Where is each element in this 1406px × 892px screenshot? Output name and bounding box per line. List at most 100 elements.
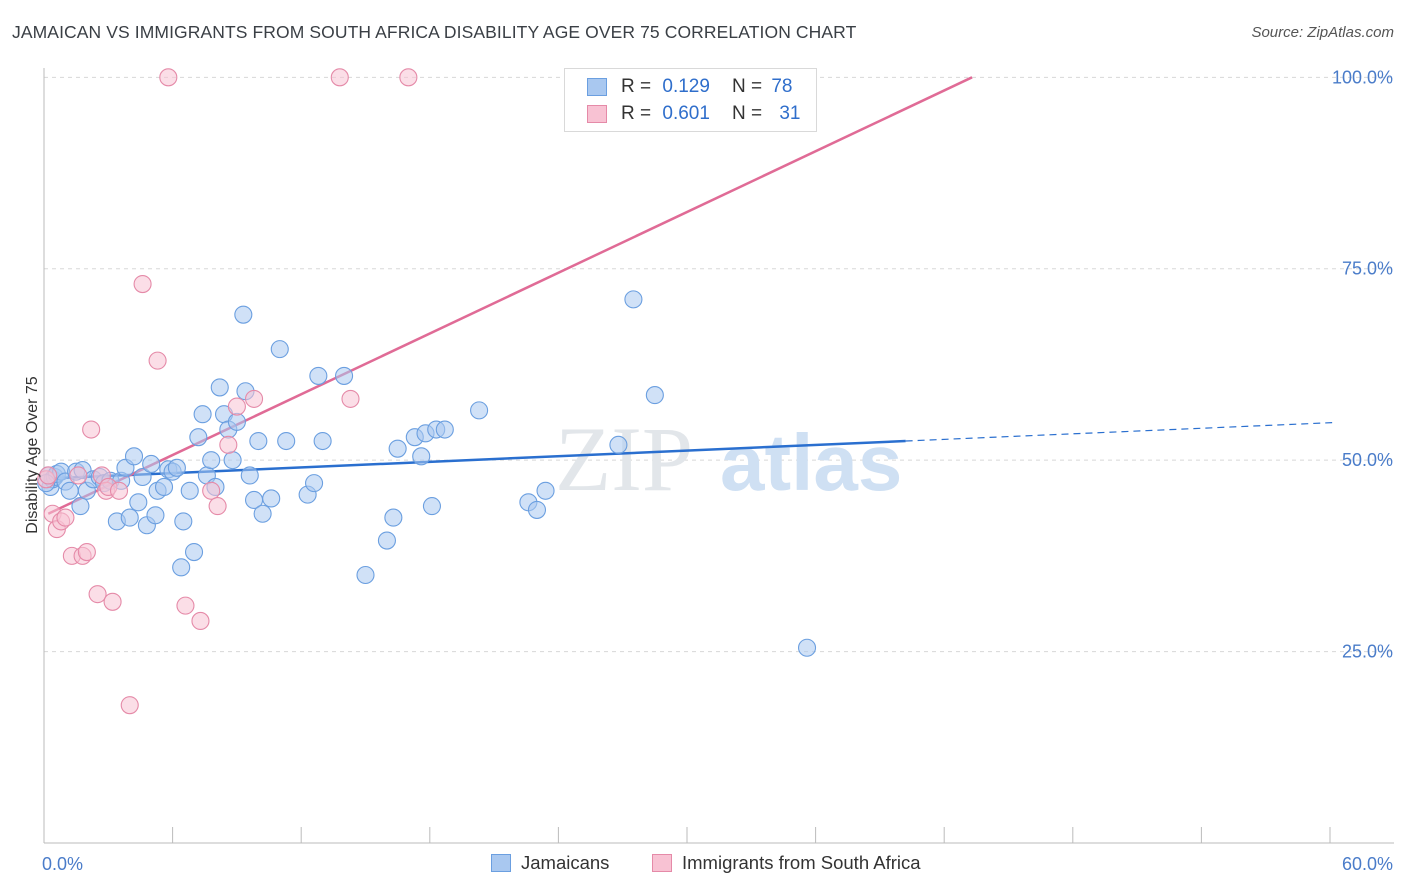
jamaican-point [172, 558, 191, 577]
jamaican-point [435, 420, 454, 439]
jamaican-point [223, 451, 242, 470]
y-tick-label: 75.0% [1342, 259, 1393, 279]
jamaican-point [120, 508, 139, 527]
jamaican-point [527, 500, 547, 519]
south-africa-point [176, 596, 195, 615]
jamaican-point [71, 497, 90, 516]
data-points [37, 68, 817, 715]
south-africa-point [39, 466, 58, 485]
south-africa-point [208, 497, 227, 516]
legend-swatch-blue [587, 78, 607, 96]
jamaican-point [377, 531, 396, 550]
jamaican-point [422, 497, 441, 516]
south-africa-point [159, 68, 178, 87]
jamaican-point [356, 565, 375, 585]
south-africa-point [341, 389, 360, 408]
x-tick-label: 60.0% [1342, 854, 1393, 874]
south-africa-point [148, 351, 167, 370]
south-africa-point [227, 397, 246, 416]
legend-n-label: N = [731, 103, 763, 124]
jamaican-point [133, 467, 152, 487]
jamaican-point [60, 481, 79, 500]
watermark: ZIP atlas [555, 408, 902, 510]
jamaican-point [240, 466, 259, 485]
watermark-zip: ZIP [555, 408, 693, 510]
legend-item-south-africa[interactable]: Immigrants from South Africa [652, 852, 921, 874]
jamaican-point [309, 366, 328, 385]
legend-label: Jamaicans [521, 852, 610, 873]
watermark-atlas: atlas [720, 418, 902, 507]
jamaican-point [262, 489, 281, 508]
legend-label: Immigrants from South Africa [682, 852, 921, 873]
south-africa-point [103, 592, 122, 611]
legend-row-south-africa: R = 0.601 N = 31 [587, 101, 800, 127]
south-africa-point [330, 68, 349, 87]
jamaican-point [180, 481, 199, 500]
jamaican-point [645, 386, 664, 405]
south-africa-point [77, 542, 96, 562]
x-tick-label: 0.0% [42, 854, 83, 874]
jamaican-point [124, 447, 144, 466]
y-axis-label: Disability Age Over 75 [24, 376, 41, 534]
series-legend: Jamaicans Immigrants from South Africa [0, 852, 1406, 878]
jamaican-point [234, 305, 253, 324]
jamaican-point [142, 454, 161, 474]
south-africa-point [244, 389, 264, 408]
jamaican-point [536, 481, 555, 500]
jamaican-point [146, 506, 165, 525]
jamaican-point [270, 340, 289, 359]
jamaican-point [193, 405, 212, 424]
jamaican-point [384, 508, 403, 527]
jamaican-point [129, 493, 148, 512]
jamaican-point [184, 542, 204, 562]
south-africa-point [109, 481, 129, 500]
south-africa-point [219, 435, 238, 454]
jamaican-point [154, 477, 174, 497]
legend-n-value: 31 [779, 103, 801, 124]
south-africa-point [120, 696, 139, 715]
south-africa-point [82, 420, 101, 439]
jamaican-point [202, 451, 221, 470]
jamaican-point [624, 290, 643, 309]
south-africa-point [56, 508, 75, 527]
stats-legend: R = 0.129 N = 78 R = 0.601 N = 31 [564, 68, 817, 132]
jamaican-point [253, 504, 272, 523]
legend-r-value: 0.129 [662, 76, 710, 97]
axes [43, 68, 1394, 844]
legend-n-value: 78 [771, 76, 793, 97]
jamaican-point [313, 431, 332, 451]
jamaican-point [470, 401, 489, 420]
south-africa-point [88, 585, 107, 604]
south-africa-point [399, 68, 418, 87]
south-africa-point [202, 481, 221, 500]
south-africa-point [133, 274, 152, 294]
jamaican-point [335, 366, 354, 385]
gridlines [44, 76, 1394, 653]
legend-r-label: R = [621, 76, 652, 97]
jamaican-point [174, 512, 193, 531]
legend-r-value: 0.601 [662, 103, 710, 124]
y-tick-label: 25.0% [1342, 642, 1393, 662]
south-africa-point [69, 466, 88, 485]
source-label: Source: ZipAtlas.com [1251, 24, 1394, 41]
jamaican-point [412, 447, 431, 466]
chart-title: JAMAICAN VS IMMIGRANTS FROM SOUTH AFRICA… [12, 22, 857, 42]
jamaican-point [609, 435, 628, 454]
legend-item-jamaicans[interactable]: Jamaicans [491, 852, 609, 874]
tick-labels: 25.0% 50.0% 75.0% 100.0% 0.0% 60.0% [42, 67, 1393, 874]
jamaican-point [277, 431, 296, 451]
jamaican-point [189, 428, 208, 447]
jamaican-point [249, 431, 268, 451]
legend-row-jamaicans: R = 0.129 N = 78 [587, 74, 792, 100]
legend-swatch-pink [587, 105, 607, 123]
y-tick-label: 50.0% [1342, 450, 1393, 470]
jamaican-point [210, 378, 229, 397]
south-africa-point [191, 611, 210, 631]
jamaican-point [167, 458, 186, 477]
jamaican-point [388, 439, 407, 458]
legend-swatch-blue [491, 854, 511, 872]
jamaican-trend-extension [905, 422, 1333, 442]
jamaican-point [305, 474, 324, 493]
legend-swatch-pink [652, 854, 672, 872]
